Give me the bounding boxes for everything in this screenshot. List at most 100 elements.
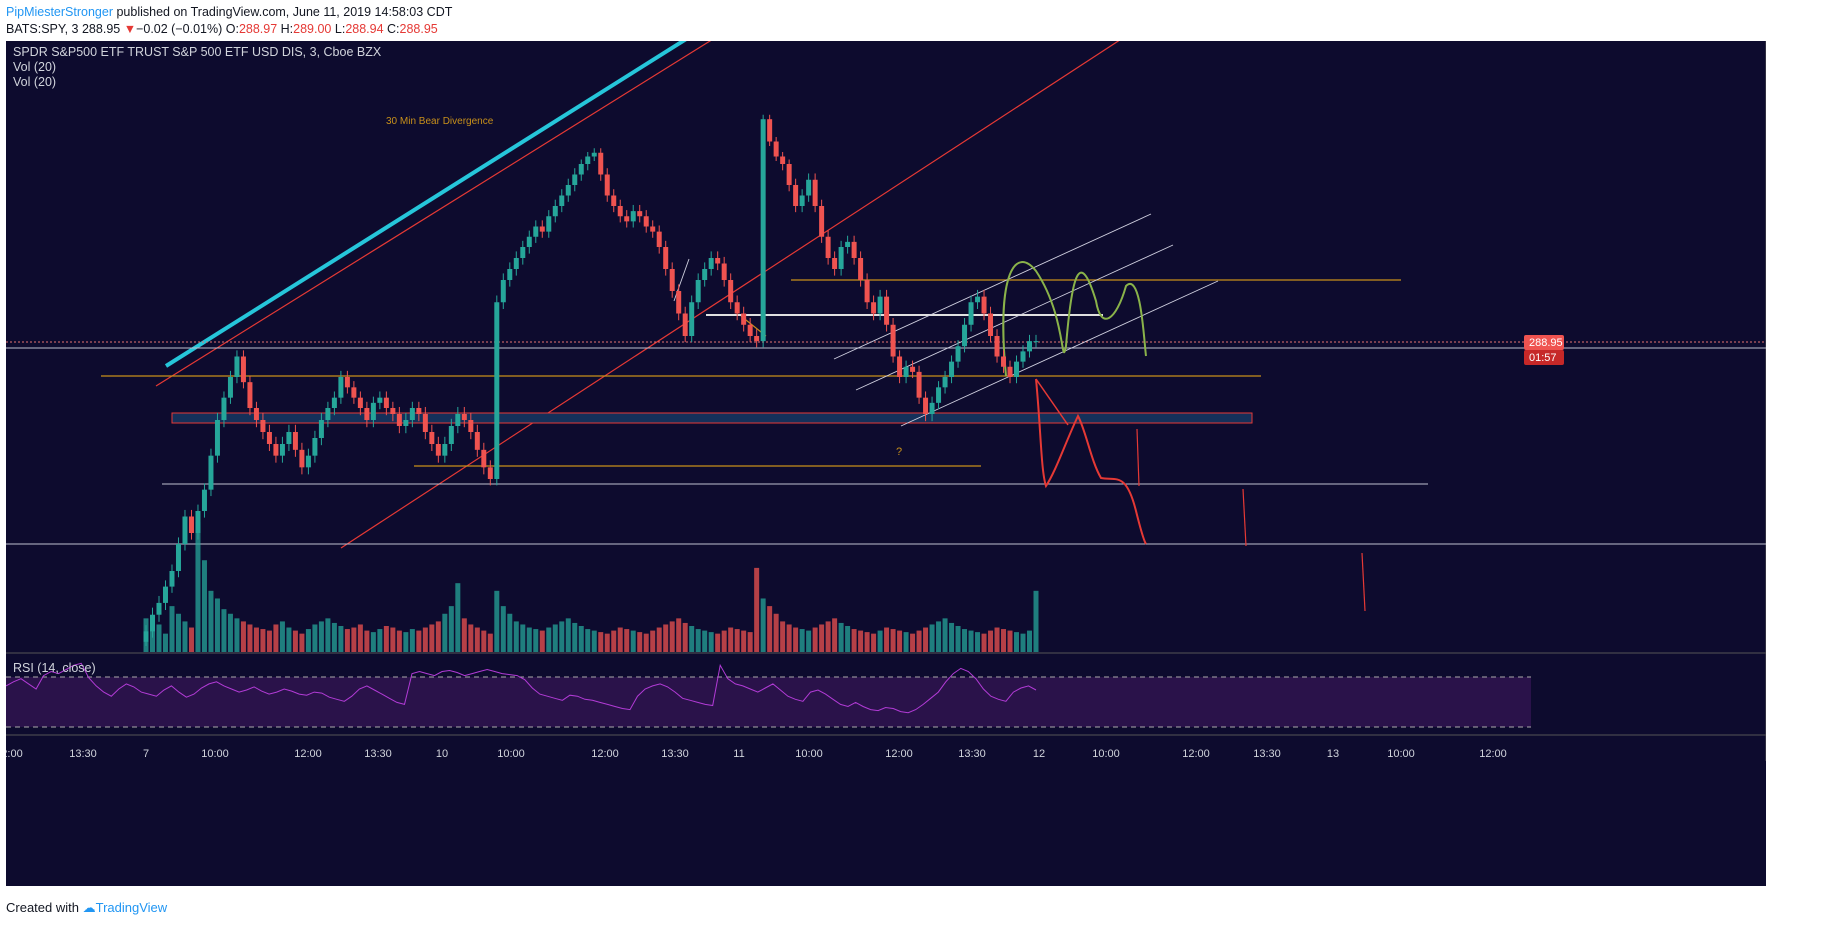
candle-body xyxy=(962,324,968,347)
volume-bar xyxy=(955,626,961,652)
volume-legend-1[interactable]: Vol (20) xyxy=(13,60,57,74)
red-upper-trendline[interactable] xyxy=(155,41,718,387)
low-label: L: xyxy=(334,22,346,36)
candle-body xyxy=(910,366,916,372)
candle-body xyxy=(858,258,864,280)
volume-bar xyxy=(500,606,506,652)
candle-body xyxy=(585,156,591,164)
divergence-annotation[interactable]: 30 Min Bear Divergence xyxy=(386,116,494,127)
candle-body xyxy=(182,516,188,544)
question-annotation[interactable]: ? xyxy=(896,446,902,458)
volume-bar xyxy=(760,598,766,652)
volume-bar xyxy=(396,630,402,652)
volume-legend-2[interactable]: Vol (20) xyxy=(13,75,57,89)
rsi-legend[interactable]: RSI (14, close) xyxy=(13,661,96,675)
red-arrow-1[interactable] xyxy=(1035,378,1069,426)
time-tick-label: 13:30 xyxy=(661,748,689,760)
volume-bar xyxy=(994,627,1000,652)
author-link[interactable]: PipMiesterStronger xyxy=(6,5,113,19)
countdown-badge xyxy=(1524,350,1564,365)
volume-bar xyxy=(968,630,974,652)
volume-bar xyxy=(864,632,870,652)
volume-bar xyxy=(715,633,721,652)
channel-mid[interactable] xyxy=(855,244,1174,391)
channel-lower[interactable] xyxy=(900,280,1219,427)
candle-body xyxy=(429,432,435,444)
green-projection-path[interactable] xyxy=(1002,261,1147,377)
price-chart[interactable]: 291.50291.00290.60290.20289.80289.40289.… xyxy=(6,41,1766,886)
volume-bar xyxy=(253,627,259,652)
red-arrow-4[interactable] xyxy=(1361,552,1366,612)
channel-upper[interactable] xyxy=(833,213,1152,360)
volume-bar xyxy=(585,629,591,652)
time-tick-label: 12 xyxy=(1033,748,1045,760)
high-label: H: xyxy=(280,22,294,36)
candle-body xyxy=(149,614,155,632)
volume-bar xyxy=(949,622,955,652)
volume-bar xyxy=(565,618,571,652)
candle-body xyxy=(156,602,162,615)
candle-body xyxy=(676,291,682,314)
created-with-label: Created with xyxy=(6,900,79,915)
volume-bar xyxy=(1027,630,1033,652)
time-tick-label: 13:30 xyxy=(1253,748,1281,760)
candle-body xyxy=(1014,361,1020,377)
cyan-trendline[interactable] xyxy=(164,41,691,368)
candle-body xyxy=(318,420,324,438)
chart-area[interactable]: 291.50291.00290.60290.20289.80289.40289.… xyxy=(6,41,1766,886)
footer: Created with ☁TradingView xyxy=(6,900,167,916)
candle-body xyxy=(552,206,558,217)
volume-bar xyxy=(357,624,363,652)
candle-body xyxy=(416,408,422,414)
candle-body xyxy=(325,408,331,420)
red-projection-path[interactable] xyxy=(1035,378,1147,545)
time-tick-label: 10:00 xyxy=(1092,748,1120,760)
candle-body xyxy=(364,408,370,420)
volume-bar xyxy=(877,630,883,652)
red-arrow-2[interactable] xyxy=(1136,428,1140,487)
red-lower-trendline[interactable] xyxy=(340,41,1126,549)
candle-body xyxy=(1020,351,1026,362)
volume-bar xyxy=(539,630,545,652)
volume-bar xyxy=(305,629,311,652)
candle-body xyxy=(949,361,955,377)
candle-body xyxy=(656,231,662,247)
candle-body xyxy=(617,206,623,217)
volume-bar xyxy=(175,613,181,652)
volume-bar xyxy=(422,627,428,652)
candle-body xyxy=(630,211,636,222)
candle-body xyxy=(715,258,721,264)
tradingview-link[interactable]: TradingView xyxy=(95,900,168,915)
volume-bar xyxy=(383,626,389,652)
candle-body xyxy=(734,302,740,314)
volume-bar xyxy=(890,629,896,652)
candle-body xyxy=(188,516,194,533)
candle-body xyxy=(390,408,396,414)
candle-body xyxy=(539,226,545,232)
support-zone-288-30[interactable] xyxy=(171,412,1253,424)
candle-body xyxy=(162,586,168,603)
publication-header: PipMiesterStronger published on TradingV… xyxy=(6,3,1806,39)
volume-bar xyxy=(734,629,740,652)
volume-bar xyxy=(910,633,916,652)
candle-body xyxy=(721,263,727,280)
candle-body xyxy=(546,216,552,232)
volume-bar xyxy=(728,627,734,652)
change-arrow-icon: ▼ xyxy=(123,22,137,36)
candle-body xyxy=(403,420,409,426)
volume-bar xyxy=(903,632,909,652)
volume-bar xyxy=(546,627,552,652)
volume-bar xyxy=(650,630,656,652)
candle-body xyxy=(208,455,214,490)
candlesticks xyxy=(143,114,1039,646)
volume-bar xyxy=(221,609,227,652)
red-arrow-3[interactable] xyxy=(1242,488,1247,547)
volume-bar xyxy=(344,629,350,652)
candle-body xyxy=(331,397,337,408)
candle-body xyxy=(981,296,987,314)
volume-bar xyxy=(851,629,857,652)
volume-bar xyxy=(279,621,285,652)
volume-bar xyxy=(845,626,851,652)
candle-body xyxy=(747,324,753,336)
volume-bar xyxy=(884,627,890,652)
